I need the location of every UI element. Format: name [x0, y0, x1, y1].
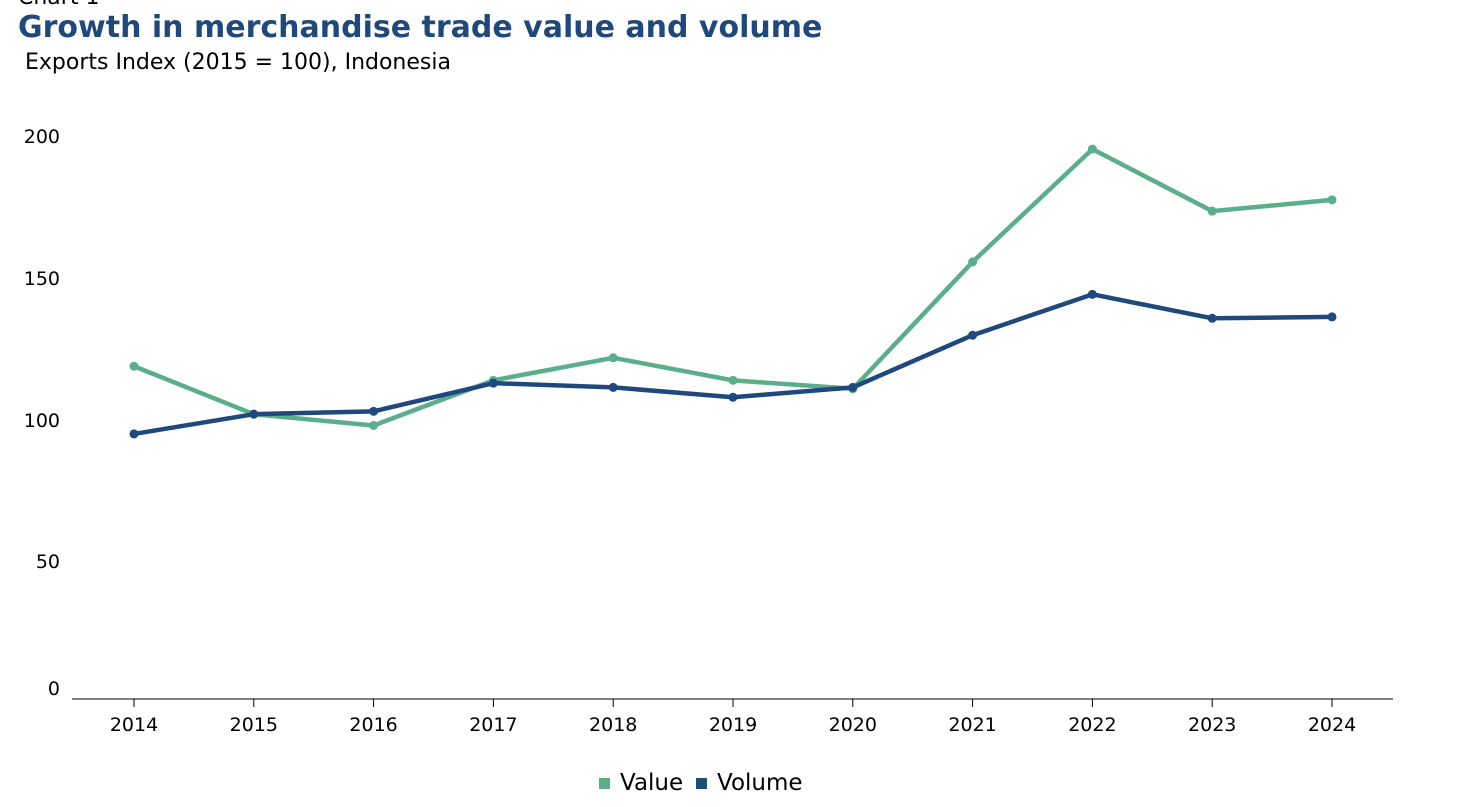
- data-point-volume: [249, 409, 259, 419]
- x-tick-label: 2019: [709, 714, 757, 736]
- y-tick-label: 50: [36, 551, 60, 573]
- y-tick-label: 100: [24, 410, 60, 432]
- x-tick-label: 2018: [589, 714, 637, 736]
- data-point-value: [129, 361, 139, 371]
- legend: Value Volume: [599, 770, 803, 796]
- chart-subtitle: Exports Index (2015 = 100), Indonesia: [25, 50, 451, 75]
- data-point-volume: [369, 406, 379, 416]
- data-point-volume: [968, 330, 978, 340]
- data-point-value: [728, 375, 738, 385]
- y-axis: 0 50 100 150 200: [24, 126, 60, 700]
- series-value: [129, 144, 1337, 430]
- x-tick-label: 2023: [1188, 714, 1236, 736]
- x-tick-label: 2016: [349, 714, 397, 736]
- data-point-value: [1327, 195, 1337, 205]
- data-point-value: [968, 257, 978, 267]
- x-tick-label: 2021: [948, 714, 996, 736]
- x-tick-label: 2017: [469, 714, 517, 736]
- series-line-volume: [131, 292, 1335, 437]
- legend-label-volume: Volume: [717, 770, 803, 796]
- x-tick-label: 2024: [1308, 714, 1356, 736]
- chart-title: Growth in merchandise trade value and vo…: [18, 10, 822, 45]
- plot-area: [129, 144, 1337, 439]
- legend-label-value: Value: [620, 770, 683, 796]
- x-tick-label: 2022: [1068, 714, 1116, 736]
- data-point-volume: [608, 382, 618, 392]
- x-axis: 2014 2015 2016 2017 2018 2019 2020 2021 2022 2023…: [110, 699, 1356, 736]
- legend-swatch-value: [599, 778, 610, 789]
- legend-swatch-volume: [696, 778, 707, 789]
- series-volume: [129, 289, 1337, 439]
- data-point-value: [1207, 206, 1217, 216]
- data-point-volume: [1207, 313, 1217, 323]
- y-tick-label: 0: [48, 678, 60, 700]
- data-point-value: [608, 353, 618, 363]
- data-point-volume: [488, 378, 498, 388]
- data-point-value: [369, 420, 379, 430]
- x-tick-label: 2015: [230, 714, 278, 736]
- y-tick-label: 200: [24, 126, 60, 148]
- data-point-volume: [848, 382, 858, 392]
- data-point-volume: [1087, 289, 1097, 299]
- data-point-value: [1087, 144, 1097, 154]
- data-point-volume: [728, 392, 738, 402]
- x-tick-label: 2020: [829, 714, 877, 736]
- data-point-volume: [1327, 312, 1337, 322]
- chart-kicker: Chart 1: [18, 0, 99, 10]
- y-tick-label: 150: [24, 268, 60, 290]
- x-tick-label: 2014: [110, 714, 158, 736]
- data-point-volume: [129, 429, 139, 439]
